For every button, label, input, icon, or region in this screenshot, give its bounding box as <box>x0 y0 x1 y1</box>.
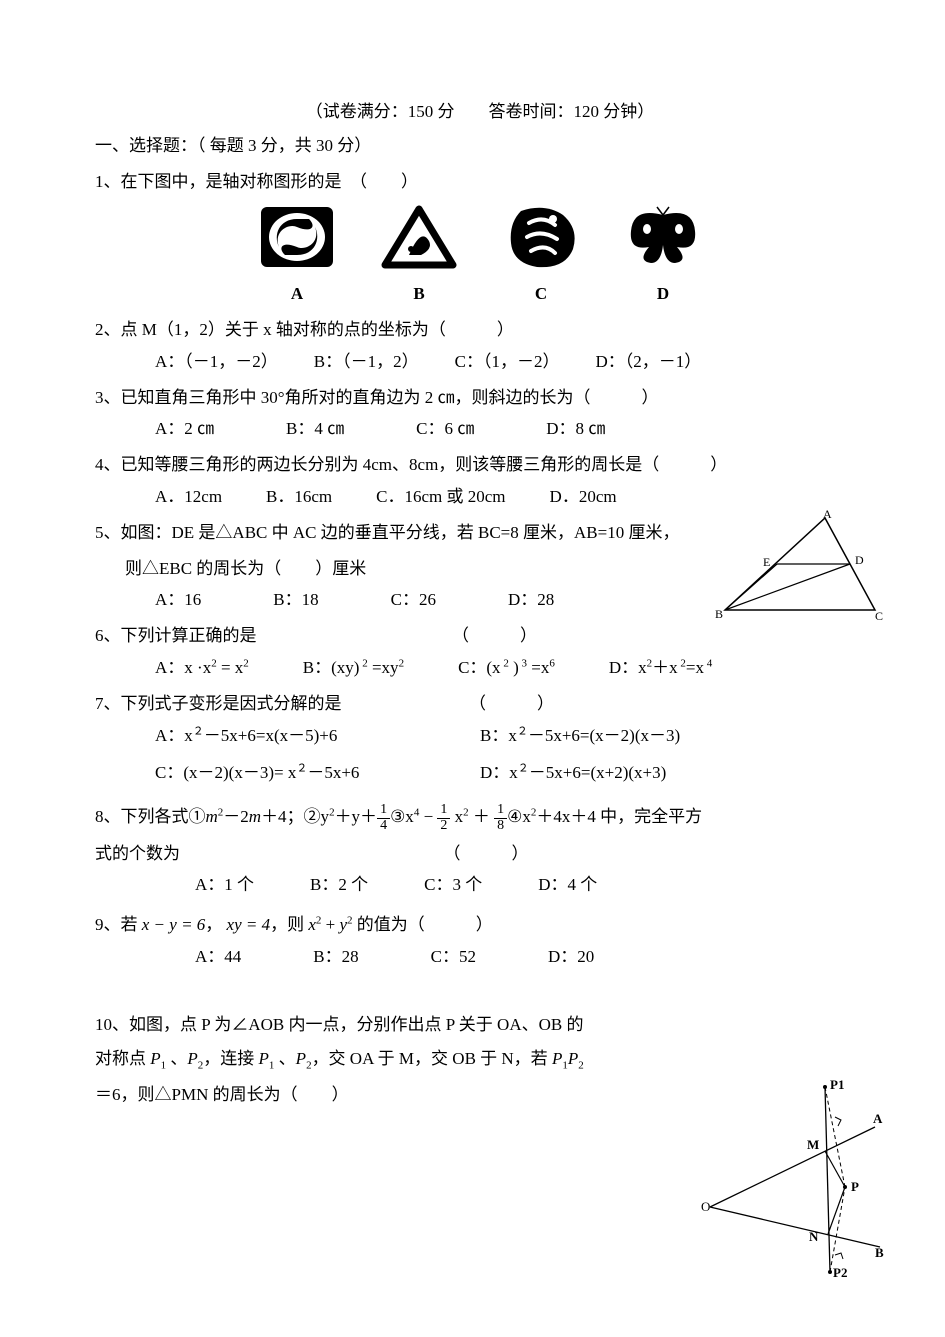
svg-text:M: M <box>807 1137 819 1152</box>
q8-opt-a: A：1 个 <box>195 873 254 897</box>
q3-options: A：2 ㎝ B：4 ㎝ C：6 ㎝ D：8 ㎝ <box>155 417 865 441</box>
q4-opt-a: A．12cm <box>155 485 222 509</box>
q7-row1: A：x２－5x+6=x(x－5)+6 B：x２－5x+6=(x－2)(x－3) <box>95 724 865 748</box>
q1-fig-b: B <box>381 205 457 306</box>
svg-text:C: C <box>875 609 883 623</box>
q5-opt-c: C：26 <box>391 588 436 612</box>
q7-opt-d: D：x２－5x+6=(x+2)(x+3) <box>480 761 865 785</box>
q1-fig-d: D <box>625 205 701 306</box>
q3-opt-d: D：8 ㎝ <box>546 417 605 441</box>
q10-line1: 10、如图，点 P 为∠AOB 内一点，分别作出点 P 关于 OA、OB 的 <box>95 1013 655 1037</box>
q4-opt-b: B．16cm <box>266 485 332 509</box>
q9-options: A：44 B：28 C：52 D：20 <box>195 945 865 969</box>
q7-stem: 7、下列式子变形是因式分解的是 （ ） <box>95 692 865 716</box>
q1-label-c: C <box>503 282 579 306</box>
svg-text:A: A <box>873 1111 883 1126</box>
section-title: 一、选择题：（ 每题 3 分，共 30 分） <box>95 134 865 158</box>
q10-line2: 对称点 P1 、P2，连接 P1 、P2，交 OA 于 M，交 OB 于 N，若… <box>95 1047 655 1074</box>
q1-figures: A B C D <box>95 205 865 306</box>
q6-opt-d: D：x2＋x 2=x 4 <box>609 656 712 680</box>
svg-text:P: P <box>851 1179 859 1194</box>
q1-label-a: A <box>259 282 335 306</box>
svg-text:D: D <box>855 553 864 567</box>
q1-fig-c: C <box>503 205 579 306</box>
q8-opt-c: C：3 个 <box>424 873 482 897</box>
q8-opt-d: D：4 个 <box>538 873 597 897</box>
q8-opt-b: B：2 个 <box>310 873 368 897</box>
q6-opt-a: A：x ·x2 = x2 <box>155 656 249 680</box>
q5-triangle-diagram: A B C D E <box>715 510 885 630</box>
q4-stem: 4、已知等腰三角形的两边长分别为 4cm、8cm，则该等腰三角形的周长是（ ） <box>95 453 865 477</box>
svg-text:E: E <box>763 555 770 569</box>
q5-opt-d: D：28 <box>508 588 554 612</box>
q4-opt-c: C．16cm 或 20cm <box>376 485 505 509</box>
q9-opt-b: B：28 <box>313 945 358 969</box>
svg-text:B: B <box>875 1245 884 1260</box>
q6-opt-b: B：(xy) 2 =xy2 <box>303 656 404 680</box>
q2-opt-d: D：（2，－1） <box>595 350 701 374</box>
q7-opt-b: B：x２－5x+6=(x－2)(x－3) <box>480 724 865 748</box>
q1-label-d: D <box>625 282 701 306</box>
q5-opt-b: B：18 <box>273 588 318 612</box>
q3-stem: 3、已知直角三角形中 30°角所对的直角边为 2 ㎝，则斜边的长为（ ） <box>95 386 865 410</box>
triangle-logo-icon <box>381 205 457 271</box>
svg-text:N: N <box>809 1229 819 1244</box>
q9-opt-d: D：20 <box>548 945 594 969</box>
dongfeng-logo-icon <box>259 205 335 271</box>
svg-text:O: O <box>701 1199 710 1214</box>
q7-opt-a: A：x２－5x+6=x(x－5)+6 <box>95 724 480 748</box>
q3-opt-a: A：2 ㎝ <box>155 417 214 441</box>
q10-angle-diagram: O A B P1 P2 P M N <box>695 1077 885 1277</box>
svg-text:B: B <box>715 607 723 621</box>
q2-opt-b: B：（－1，2） <box>314 350 419 374</box>
q2-opt-c: C：（1，－2） <box>455 350 560 374</box>
svg-text:P2: P2 <box>833 1265 847 1277</box>
q8-options: A：1 个 B：2 个 C：3 个 D：4 个 <box>195 873 865 897</box>
q9-opt-c: C：52 <box>431 945 476 969</box>
q3-opt-b: B：4 ㎝ <box>286 417 344 441</box>
q1-stem: 1、在下图中，是轴对称图形的是 （ ） <box>95 170 865 194</box>
q2-options: A：（－1，－2） B：（－1，2） C：（1，－2） D：（2，－1） <box>155 350 865 374</box>
q9-stem: 9、若 x − y = 6， xy = 4，则 x2 + y2 的值为（ ） <box>95 913 865 937</box>
butterfly-icon <box>625 205 701 271</box>
svg-text:A: A <box>823 510 832 521</box>
q8-stem1: 8、下列各式①m2－2m＋4；②y2＋y＋14③x4 − 12 x2 ＋ 18④… <box>95 803 865 833</box>
q3-opt-c: C：6 ㎝ <box>416 417 474 441</box>
q8-stem2: 式的个数为 （ ） <box>95 842 865 866</box>
calligraphy-stone-icon <box>503 205 579 271</box>
q2-stem: 2、点 M（1，2）关于 x 轴对称的点的坐标为（ ） <box>95 318 865 342</box>
q2-opt-a: A：（－1，－2） <box>155 350 278 374</box>
exam-header: （试卷满分：150 分 答卷时间：120 分钟） <box>95 100 865 124</box>
q5-opt-a: A：16 <box>155 588 201 612</box>
q9-opt-a: A：44 <box>195 945 241 969</box>
q4-opt-d: D．20cm <box>550 485 617 509</box>
q1-fig-a: A <box>259 205 335 306</box>
q1-label-b: B <box>381 282 457 306</box>
q4-options: A．12cm B．16cm C．16cm 或 20cm D．20cm <box>155 485 865 509</box>
q6-options: A：x ·x2 = x2 B：(xy) 2 =xy2 C：(x 2 ) 3 =x… <box>155 656 865 680</box>
q10-line3: ＝6，则△PMN 的周长为（ ） <box>95 1083 655 1107</box>
q7-row2: C：(x－2)(x－3)= x２－5x+6 D：x２－5x+6=(x+2)(x+… <box>95 761 865 785</box>
q7-opt-c: C：(x－2)(x－3)= x２－5x+6 <box>95 761 480 785</box>
q6-opt-c: C：(x 2 ) 3 =x6 <box>458 656 555 680</box>
svg-text:P1: P1 <box>830 1077 844 1092</box>
